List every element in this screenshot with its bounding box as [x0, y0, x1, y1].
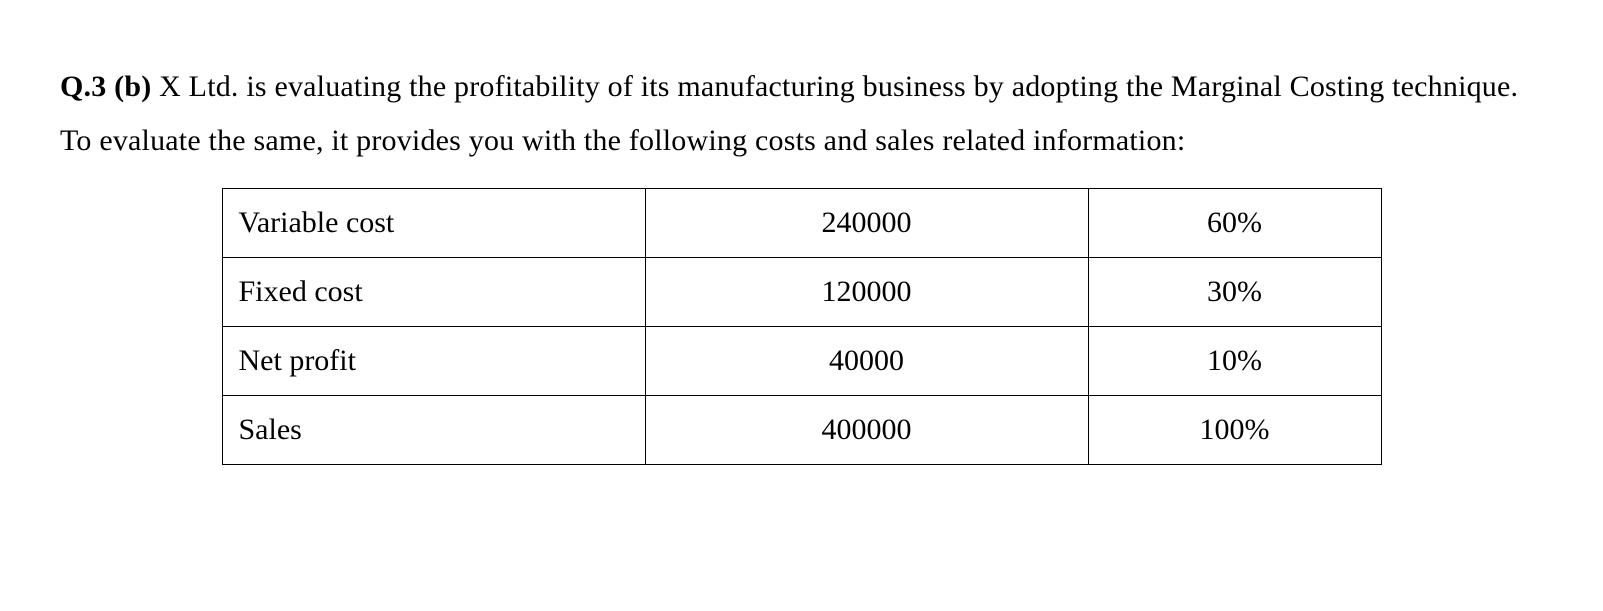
cell-amount: 240000 — [645, 189, 1088, 258]
cell-item: Sales — [222, 396, 645, 465]
question-number: Q.3 (b) — [60, 70, 159, 103]
cell-percent: 60% — [1088, 189, 1381, 258]
table-row: Fixed cost 120000 30% — [222, 258, 1381, 327]
cell-percent: 100% — [1088, 396, 1381, 465]
cell-amount: 400000 — [645, 396, 1088, 465]
cost-table-wrap: Variable cost 240000 60% Fixed cost 1200… — [60, 188, 1543, 465]
question-paragraph: Q.3 (b) X Ltd. is evaluating the profita… — [60, 60, 1543, 168]
cell-item: Net profit — [222, 327, 645, 396]
cell-amount: 120000 — [645, 258, 1088, 327]
question-body: X Ltd. is evaluating the profitability o… — [60, 70, 1518, 157]
table-row: Sales 400000 100% — [222, 396, 1381, 465]
cell-percent: 30% — [1088, 258, 1381, 327]
table-row: Variable cost 240000 60% — [222, 189, 1381, 258]
cell-percent: 10% — [1088, 327, 1381, 396]
cost-table: Variable cost 240000 60% Fixed cost 1200… — [222, 188, 1382, 465]
cell-amount: 40000 — [645, 327, 1088, 396]
cell-item: Fixed cost — [222, 258, 645, 327]
table-row: Net profit 40000 10% — [222, 327, 1381, 396]
cell-item: Variable cost — [222, 189, 645, 258]
